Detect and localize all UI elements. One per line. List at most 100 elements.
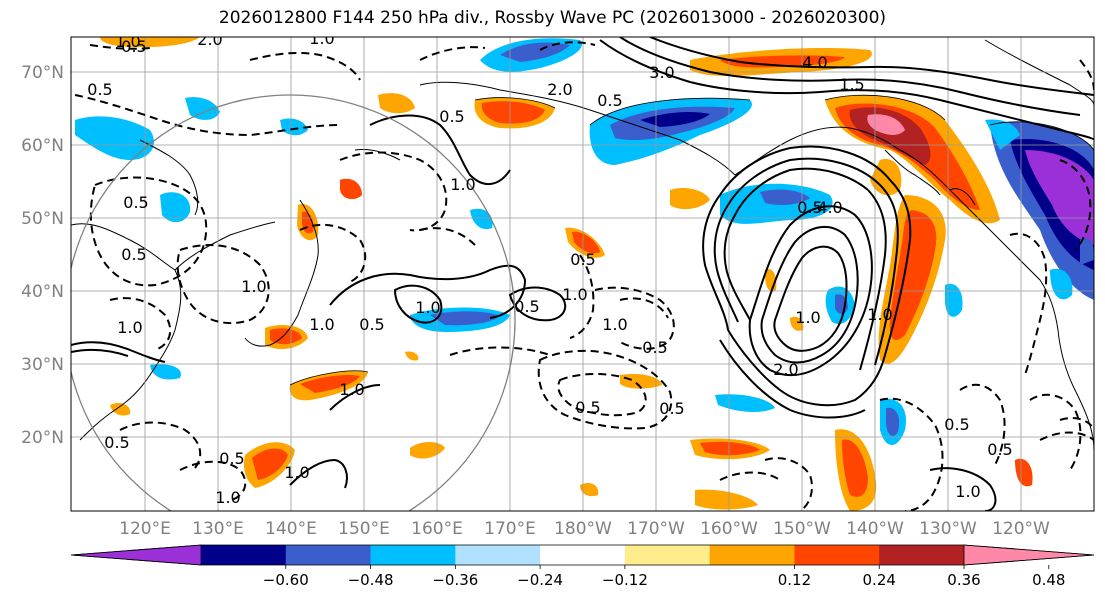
contour-label: 2.0 xyxy=(547,80,572,99)
contour-label: 0.5 xyxy=(219,449,244,468)
longitude-label: 150°E xyxy=(338,519,390,539)
longitude-labels: 120°E 130°E 140°E 150°E 160°E 170°E 180°W 170°W… xyxy=(119,519,1050,539)
positive-divergence-region xyxy=(110,403,131,416)
contour-label: 1.0 xyxy=(284,463,309,482)
positive-divergence-region xyxy=(1015,458,1033,487)
negative-divergence-region xyxy=(886,407,900,436)
colorbar-bin xyxy=(794,545,880,565)
negative-divergence-region xyxy=(1025,150,1094,245)
longitude-label: 170°E xyxy=(484,519,536,539)
contour-label: 0.5 xyxy=(439,107,464,126)
latitude-label: 50°N xyxy=(21,209,64,229)
contour-label: 0.5 xyxy=(123,193,148,212)
contour-label: 0.5 xyxy=(575,398,600,417)
contour-label: 0.5 xyxy=(642,338,667,357)
colorbar-bin xyxy=(370,545,456,565)
latitude-label: 20°N xyxy=(21,428,64,448)
contour-label: 1.0 xyxy=(215,488,240,507)
colorbar-tick-label: −0.48 xyxy=(348,571,394,589)
colorbar-tick-label: −0.24 xyxy=(517,571,563,589)
contour-label: 0.5 xyxy=(121,245,146,264)
positive-divergence-region xyxy=(670,188,710,210)
latitude-labels: 70°N 60°N 50°N 40°N 30°N 20°N xyxy=(21,63,64,448)
colorbar-bin xyxy=(624,545,711,565)
figure-title: 2026012800 F144 250 hPa div., Rossby Wav… xyxy=(218,8,887,28)
longitude-label: 160°E xyxy=(411,519,463,539)
positive-divergence-region xyxy=(300,374,360,393)
colorbar-tick-label: −0.60 xyxy=(263,571,309,589)
contour-label: 4.0 xyxy=(802,53,827,72)
colorbar-tick-label: 0.12 xyxy=(778,571,811,589)
negative-divergence-region xyxy=(75,116,154,160)
longitude-label: 150°W xyxy=(773,519,831,539)
latitude-label: 70°N xyxy=(21,63,64,83)
negative-divergence-region xyxy=(185,97,220,120)
contour-label: 0.5 xyxy=(987,440,1012,459)
colorbar-bin xyxy=(540,545,626,565)
negative-divergence-region xyxy=(160,192,191,223)
negative-divergence-region xyxy=(985,119,1020,150)
positive-divergence-region xyxy=(620,374,662,389)
contour-label: 1.0 xyxy=(309,315,334,334)
contour-label: 1.0 xyxy=(450,175,475,194)
contour-label: 1.0 xyxy=(115,32,140,51)
contour-label: 2.0 xyxy=(197,30,222,49)
negative-divergence-region xyxy=(760,189,810,206)
negative-divergence-region xyxy=(280,118,308,136)
positive-divergence-region xyxy=(100,37,200,48)
map-frame xyxy=(70,36,1095,512)
colorbar-bin xyxy=(201,545,287,565)
colorbar-tick-label: −0.36 xyxy=(432,571,478,589)
positive-divergence-region xyxy=(252,448,288,480)
longitude-label: 120°E xyxy=(119,519,171,539)
positive-divergence-region xyxy=(889,210,937,340)
colorbar-tick-label: 0.24 xyxy=(863,571,896,589)
colorbar-tick-label: −0.12 xyxy=(602,571,648,589)
contour-label: 1.0 xyxy=(117,318,142,337)
positive-divergence-region xyxy=(378,93,415,114)
contour-label: 1.0 xyxy=(241,277,266,296)
colorbar xyxy=(70,544,1095,566)
contour-label: 1.5 xyxy=(839,75,864,94)
negative-divergence-region xyxy=(640,112,710,127)
divergence-fill-layer xyxy=(75,37,1094,511)
rossby-wave-circle xyxy=(71,94,516,511)
contour-label: 0.5 xyxy=(359,315,384,334)
negative-divergence-region xyxy=(1080,238,1094,265)
contour-label: 0.5 xyxy=(121,37,146,56)
colorbar-extend-max xyxy=(963,544,1095,566)
contour-label: 0.5 xyxy=(597,91,622,110)
positive-divergence-region xyxy=(842,439,868,497)
contour-label: 1.0 xyxy=(562,285,587,304)
positive-divergence-region xyxy=(720,55,845,68)
positive-divergence-region xyxy=(405,351,419,361)
contour-label: 0.5 xyxy=(797,198,822,217)
latitude-label: 40°N xyxy=(21,282,64,302)
longitude-label: 140°E xyxy=(265,519,317,539)
contour-label: 0.5 xyxy=(514,297,539,316)
contour-label: 2.0 xyxy=(773,360,798,379)
contour-label: 0.5 xyxy=(570,250,595,269)
contour-label: 0.5 xyxy=(944,415,969,434)
graticule xyxy=(71,37,1094,511)
contour-label: 0.5 xyxy=(659,399,684,418)
positive-divergence-region xyxy=(572,231,600,254)
coastlines xyxy=(71,39,1094,451)
contour-label: 1.0 xyxy=(867,305,892,324)
colorbar-bin xyxy=(285,545,372,565)
longitude-label: 130°W xyxy=(919,519,977,539)
contour-label: 1.0 xyxy=(309,29,334,48)
contour-outline-thin xyxy=(289,94,1094,386)
colorbar-extend-min xyxy=(70,544,202,566)
longitude-label: 180°W xyxy=(554,519,612,539)
positive-divergence-region xyxy=(695,489,758,510)
contour-label-layer: 1.00.5 2.0 1.03.04.01.50.50.51.00.50.50.51… xyxy=(87,29,1012,507)
colorbar-tick-label: 0.48 xyxy=(1032,571,1065,589)
negative-divergence-region xyxy=(715,394,775,412)
contour-lines xyxy=(71,37,1094,511)
longitude-label: 160°W xyxy=(700,519,758,539)
contour-label: 1.0 xyxy=(339,380,364,399)
positive-divergence-region xyxy=(790,316,804,331)
